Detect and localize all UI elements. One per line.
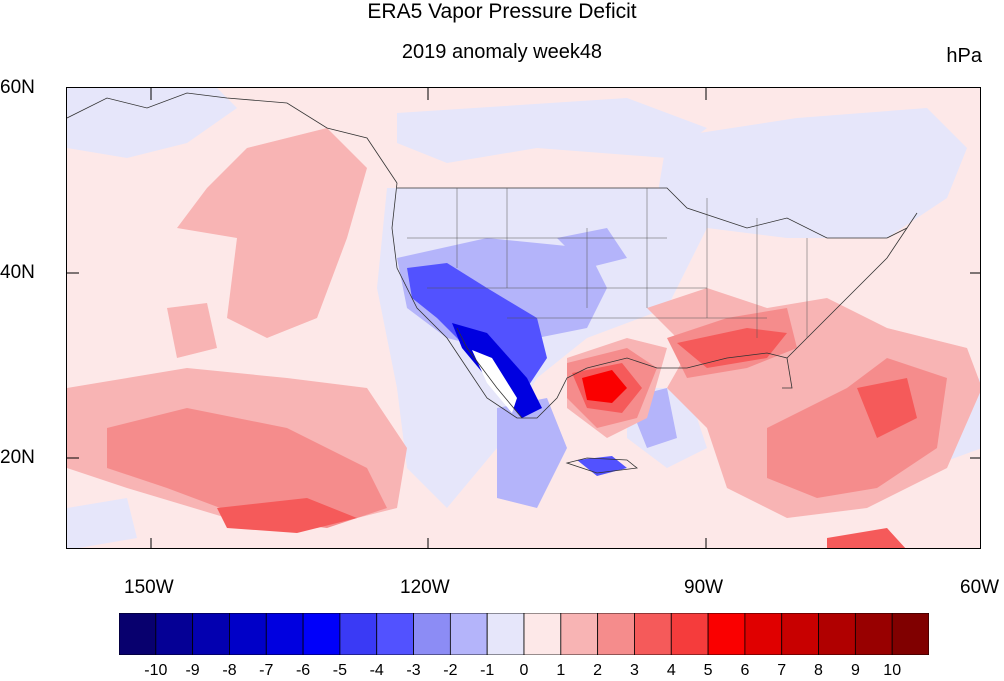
colorbar-swatch (854, 613, 893, 655)
colorbar-tick-label: 5 (703, 662, 713, 679)
anomaly-map (67, 88, 980, 548)
colorbar-tick-label: -3 (406, 662, 421, 679)
colorbar-tick-label: 7 (777, 662, 787, 679)
colorbar-swatch (192, 613, 230, 655)
colorbar-tick-label: 9 (850, 662, 860, 679)
deep-positive-regions (582, 370, 627, 403)
lon-label-150w: 150W (124, 577, 174, 598)
colorbar-tick-label: 0 (519, 662, 529, 679)
colorbar-tick-label: -2 (443, 662, 458, 679)
lon-label-120w: 120W (400, 577, 450, 598)
colorbar-tick-label: 3 (630, 662, 639, 679)
colorbar-tick-label: -8 (222, 662, 237, 679)
colorbar-swatch (818, 613, 856, 655)
colorbar-swatch (155, 613, 194, 655)
colorbar-tick-label: 6 (740, 662, 750, 679)
colorbar-swatch (560, 613, 599, 655)
colorbar-swatch (119, 613, 157, 655)
colorbar-tick-label: 2 (593, 662, 603, 679)
units-label: hPa (946, 45, 982, 67)
colorbar-tick-label: -6 (295, 662, 311, 679)
lat-label-60n: 60N (0, 77, 35, 98)
colorbar-swatch (891, 613, 929, 655)
colorbar-swatch (670, 613, 709, 655)
colorbar-swatch (449, 613, 488, 655)
colorbar-tick-label: -10 (144, 662, 168, 679)
colorbar-swatch (339, 613, 378, 655)
colorbar-swatch (781, 613, 819, 655)
colorbar-tick-label: 4 (666, 662, 676, 679)
colorbar-swatch (634, 613, 672, 655)
colorbar-swatch (744, 613, 783, 655)
colorbar-swatch (376, 613, 414, 655)
colorbar-swatch (229, 613, 267, 655)
colorbar-tick-label: 10 (883, 662, 902, 679)
chart-subtitle: 2019 anomaly week48 (401, 41, 603, 63)
lat-label-20n: 20N (0, 447, 35, 468)
lon-label-60w: 60W (960, 577, 1000, 598)
colorbar-tick-label: -9 (185, 662, 200, 679)
colorbar-swatch (597, 613, 635, 655)
colorbar (119, 613, 929, 655)
colorbar-swatch (413, 613, 451, 655)
colorbar-swatch (523, 613, 562, 655)
zero-core-region (472, 350, 517, 413)
chart-title: ERA5 Vapor Pressure Deficit (367, 0, 637, 23)
axis-ticks (67, 88, 980, 548)
colorbar-swatch (707, 613, 746, 655)
colorbar-tick-label: -5 (332, 662, 348, 679)
colorbar-tick-label: -4 (369, 662, 384, 679)
colorbar-tick-label: -7 (259, 662, 274, 679)
colorbar-tick-label: 1 (556, 662, 566, 679)
colorbar-swatch (265, 613, 304, 655)
colorbar-swatch (302, 613, 341, 655)
colorbar-swatch (486, 613, 525, 655)
colorbar-svg (119, 613, 929, 655)
colorbar-tick-label: -1 (480, 662, 495, 679)
lat-label-40n: 40N (0, 262, 35, 283)
state-borders (407, 188, 808, 338)
lon-label-90w: 90W (684, 577, 724, 598)
strong-positive-regions (217, 328, 917, 548)
map-panel (66, 87, 981, 549)
colorbar-tick-label: 8 (814, 662, 823, 679)
